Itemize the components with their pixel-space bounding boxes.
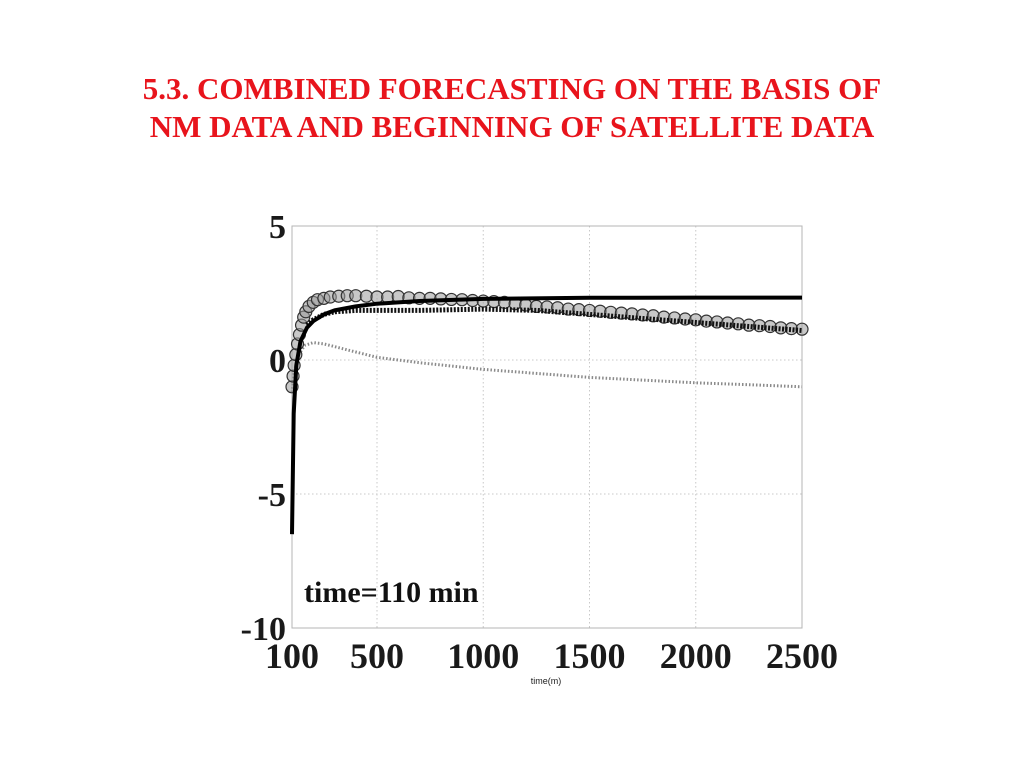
x-tick-label: 2500 — [766, 636, 838, 676]
series-line-black-solid — [290, 295, 802, 535]
y-tick-label: 0 — [269, 343, 286, 380]
y-tick-label: 5 — [269, 209, 286, 246]
y-tick-label: -5 — [258, 477, 286, 514]
chart-tick-labels: 100 500 1000 1500 2000 2500 5 0 -5 -10 — [241, 209, 838, 676]
x-tick-label: 500 — [350, 636, 404, 676]
x-tick-label: 2000 — [660, 636, 732, 676]
x-tick-label: 100 — [265, 636, 319, 676]
slide-title-line-2: NM DATA AND BEGINNING OF SATELLITE DATA — [149, 109, 875, 144]
chart-series — [285, 289, 809, 535]
data-point — [795, 322, 809, 336]
x-tick-label: 1500 — [554, 636, 626, 676]
slide-title: 5.3. COMBINED FORECASTING ON THE BASIS O… — [0, 70, 1024, 146]
x-axis-label: time(m) — [531, 676, 562, 686]
series-line-gray-dotted — [290, 341, 803, 393]
time-annotation: time=110 min — [304, 576, 479, 609]
chart-grid — [292, 226, 802, 628]
x-tick-label: 1000 — [447, 636, 519, 676]
slide-title-line-1: 5.3. COMBINED FORECASTING ON THE BASIS O… — [142, 71, 882, 106]
plot-frame — [291, 225, 803, 629]
y-tick-label: -10 — [241, 611, 286, 648]
